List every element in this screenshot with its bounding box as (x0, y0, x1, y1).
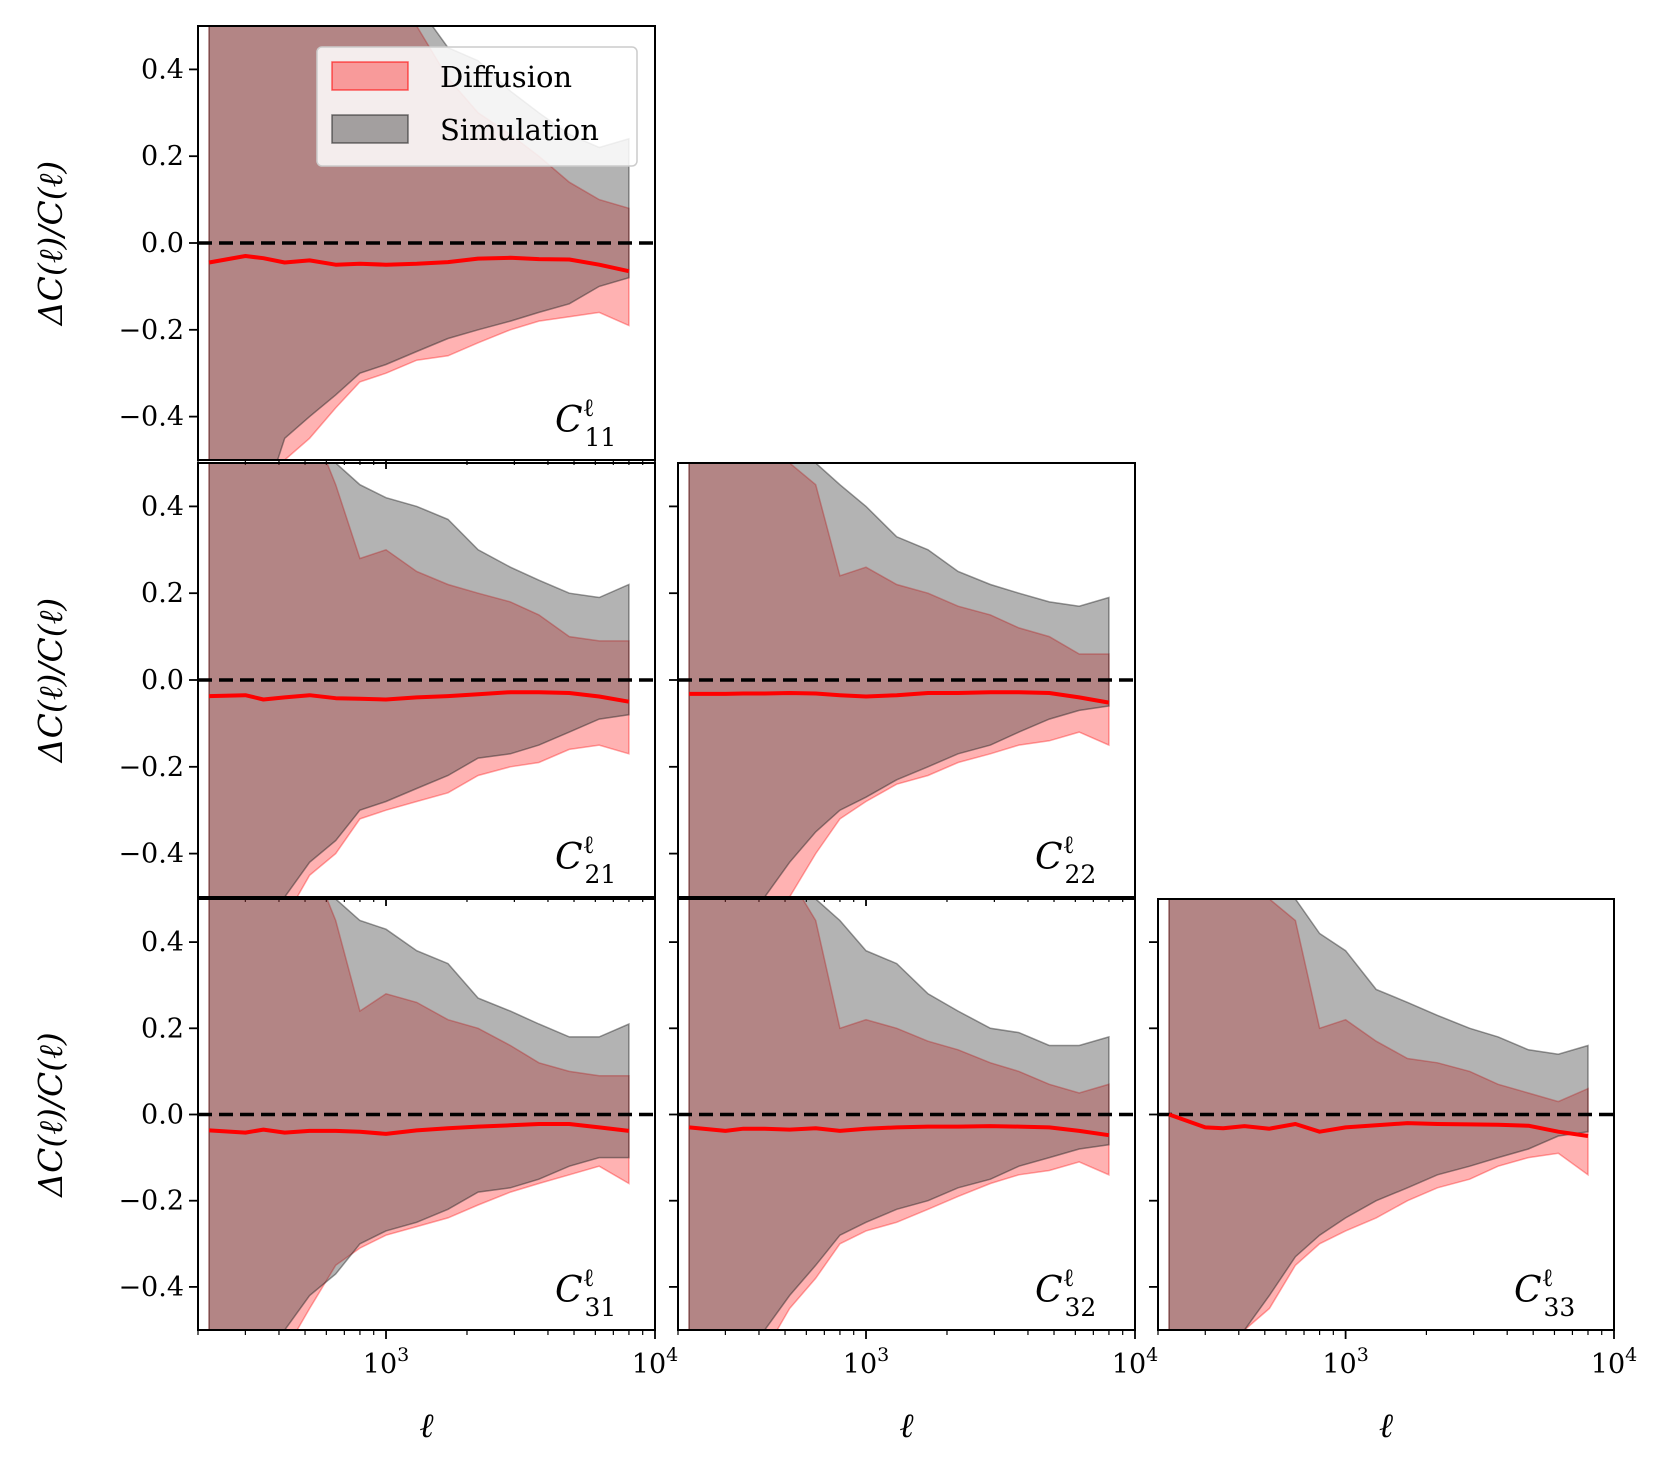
plot-area-C21 (198, 463, 655, 897)
legend-swatch-simulation (331, 114, 409, 144)
y-tick-label: 0.4 (141, 927, 184, 958)
y-tick-label: −0.4 (118, 402, 184, 433)
panel-label-C33: Cℓ 33 (1514, 1263, 1575, 1322)
x-tick-label: 103 (1322, 1344, 1368, 1380)
y-tick-label: 0.4 (141, 491, 184, 522)
legend-label-diffusion: Diffusion (440, 60, 572, 94)
plot-area-C32 (678, 899, 1135, 1330)
y-tick-label: 0.2 (141, 578, 184, 609)
y-tick-label: 0.2 (141, 141, 184, 172)
y-tick-label: 0.0 (141, 665, 184, 696)
legend: Diffusion Simulation (316, 46, 638, 167)
panel-label-C21: Cℓ 21 (555, 830, 616, 889)
mean-ratio-line (208, 1122, 630, 1136)
plot-root: −0.4 −0.2 0.0 0.2 0.4 ΔC(ℓ)/C(ℓ) Cℓ 11 Diffusion… (31, 25, 1637, 1446)
mean-ratio-line (1168, 1112, 1589, 1138)
x-tick-label: 104 (632, 1344, 678, 1380)
panel-C32: 103 104 ℓ Cℓ 32 (669, 898, 1158, 1446)
y-tick-label: −0.2 (118, 315, 184, 346)
x-tick-label: 103 (363, 1344, 409, 1380)
x-tick-label: 103 (843, 1344, 889, 1380)
plot-area-C31 (198, 899, 655, 1330)
x-axis-label: ℓ (899, 1406, 913, 1446)
panel-label-C31: Cℓ 31 (555, 1263, 616, 1322)
plot-area-C33 (1158, 899, 1614, 1330)
panel-C21: −0.4 −0.2 0.0 0.2 0.4 ΔC(ℓ)/C(ℓ) Cℓ 21 (31, 462, 656, 906)
y-tick-label: 0.2 (141, 1013, 184, 1044)
x-axis-label: ℓ (1379, 1406, 1393, 1446)
y-tick-label: −0.2 (118, 1186, 184, 1217)
y-axis-label: ΔC(ℓ)/C(ℓ) (31, 1032, 70, 1198)
panel-label-C32: Cℓ 32 (1035, 1263, 1096, 1322)
y-tick-label: 0.4 (141, 54, 184, 85)
panel-C22: Cℓ 22 (669, 462, 1136, 906)
y-axis-label: ΔC(ℓ)/C(ℓ) (31, 598, 70, 764)
panel-label-C11: Cℓ 11 (555, 393, 616, 452)
panel-C33: 103 104 ℓ Cℓ 33 (1149, 898, 1637, 1446)
mean-ratio-line (688, 1124, 1110, 1138)
x-axis-label: ℓ (419, 1406, 433, 1446)
x-tick-label: 104 (1112, 1344, 1158, 1380)
x-tick-label: 104 (1591, 1344, 1637, 1380)
legend-swatch-diffusion (331, 61, 409, 91)
legend-box (316, 46, 638, 167)
mean-ratio-line (208, 254, 630, 274)
panel-C11: −0.4 −0.2 0.0 0.2 0.4 ΔC(ℓ)/C(ℓ) Cℓ 11 Diffusion… (31, 25, 656, 469)
y-tick-label: 0.0 (141, 1100, 184, 1131)
legend-label-simulation: Simulation (440, 113, 599, 147)
y-axis-label: ΔC(ℓ)/C(ℓ) (31, 161, 70, 327)
y-tick-label: −0.2 (118, 752, 184, 783)
panel-C31: −0.4 −0.2 0.0 0.2 0.4 103 104 ℓ ΔC(ℓ)/C(ℓ) Cℓ 31 (31, 898, 678, 1446)
mean-ratio-line (689, 690, 1110, 705)
mean-ratio-line (209, 690, 630, 704)
y-tick-label: 0.0 (141, 228, 184, 259)
panel-label-C22: Cℓ 22 (1035, 830, 1096, 889)
y-tick-label: −0.4 (118, 839, 184, 870)
y-tick-label: −0.4 (118, 1272, 184, 1303)
plot-area-C22 (678, 463, 1135, 897)
